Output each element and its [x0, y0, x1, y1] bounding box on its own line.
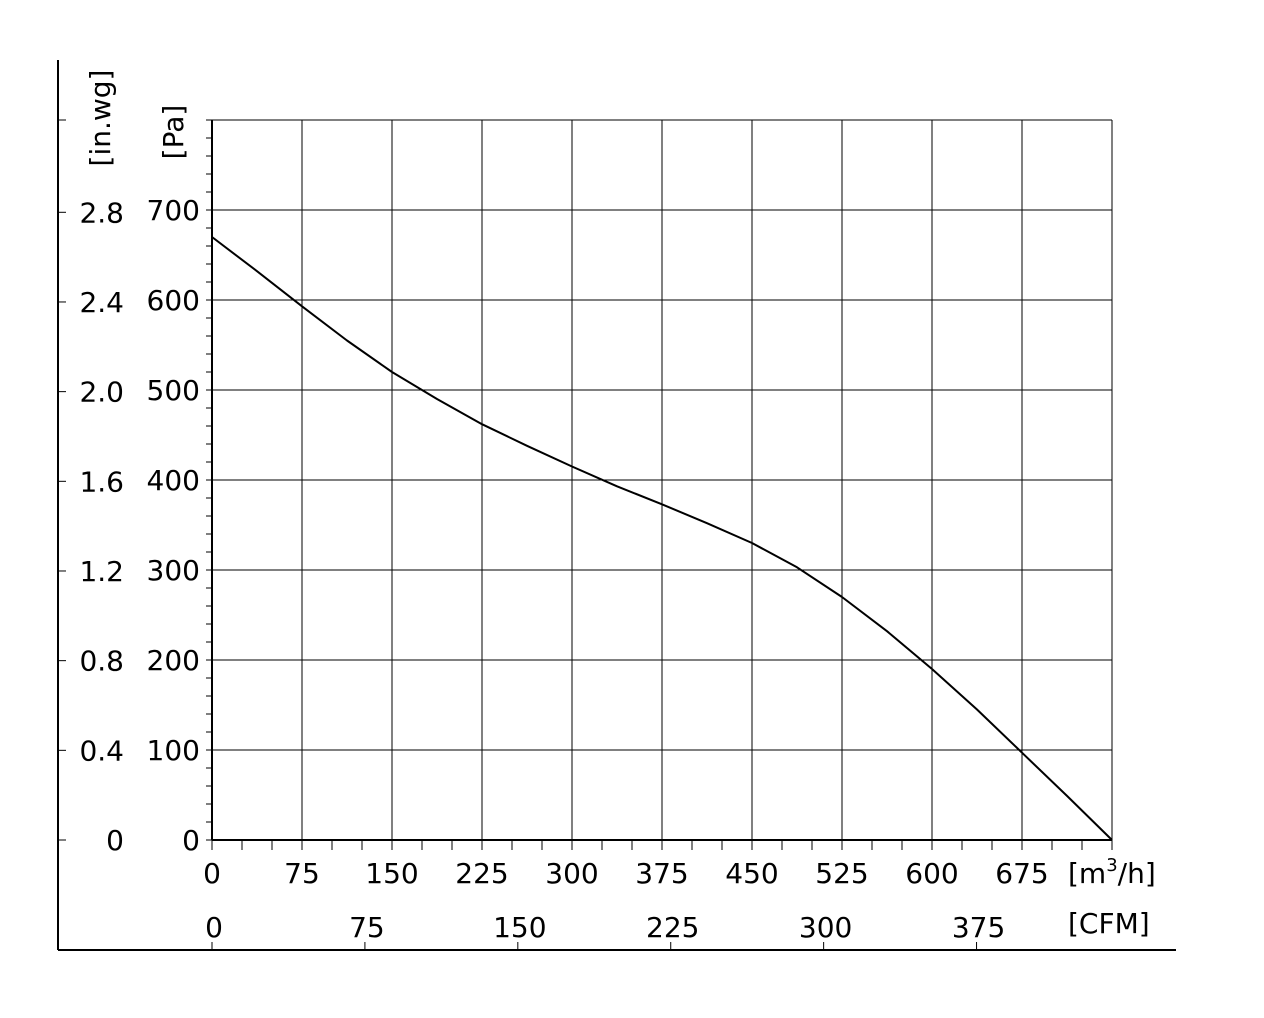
y-tick-label: 100 — [147, 734, 200, 767]
x-tick-label: 300 — [545, 857, 598, 890]
y2-tick-label: 0 — [106, 824, 124, 857]
y2-tick-label: 0.4 — [79, 734, 124, 767]
y2-tick-label: 2.4 — [79, 286, 124, 319]
y2-tick-label: 2.0 — [79, 376, 124, 409]
y2-tick-label: 2.8 — [79, 196, 124, 229]
y-tick-label: 0 — [182, 824, 200, 857]
pressure-curve — [211, 236, 1113, 841]
y2-unit-inwg-label: [in.wg] — [84, 70, 117, 167]
x2-tick-label: 75 — [349, 911, 385, 944]
y-tick-label: 700 — [147, 194, 200, 227]
x-tick-label: 450 — [725, 857, 778, 890]
x-tick-label: 675 — [995, 857, 1048, 890]
y2-tick-label: 0.8 — [79, 645, 124, 678]
x-unit-m3h-label: [m3/h] — [1068, 855, 1156, 890]
y2-tick-label: 1.2 — [79, 555, 124, 588]
x-tick-label: 75 — [284, 857, 320, 890]
x2-tick-label: 300 — [799, 911, 852, 944]
y2-tick-label: 1.6 — [79, 465, 124, 498]
minor-ticks — [206, 119, 1113, 850]
x-tick-label: 375 — [635, 857, 688, 890]
x-tick-label: 225 — [455, 857, 508, 890]
x2-tick-label: 225 — [646, 911, 699, 944]
y-tick-label: 400 — [147, 464, 200, 497]
x-tick-label: 150 — [365, 857, 418, 890]
x2-tick-label: 0 — [205, 911, 223, 944]
x2-unit-cfm-label: [CFM] — [1068, 907, 1150, 940]
y-tick-label: 300 — [147, 554, 200, 587]
y-tick-label: 500 — [147, 374, 200, 407]
x-tick-label: 0 — [203, 857, 221, 890]
tick-labels: 0 100 200 300 400 500 600 700 0 0.4 0.8 1.2 1.6 2.0 2.… — [79, 194, 1048, 944]
grid-lines — [211, 119, 1113, 841]
curve-layer — [211, 236, 1113, 841]
x2-tick-label: 150 — [493, 911, 546, 944]
y-unit-pa-label: [Pa] — [157, 105, 190, 160]
axes-frame — [57, 60, 1176, 951]
y-tick-label: 600 — [147, 284, 200, 317]
x-tick-label: 600 — [905, 857, 958, 890]
x-tick-label: 525 — [815, 857, 868, 890]
x2-tick-label: 375 — [952, 911, 1005, 944]
y-tick-label: 200 — [147, 644, 200, 677]
